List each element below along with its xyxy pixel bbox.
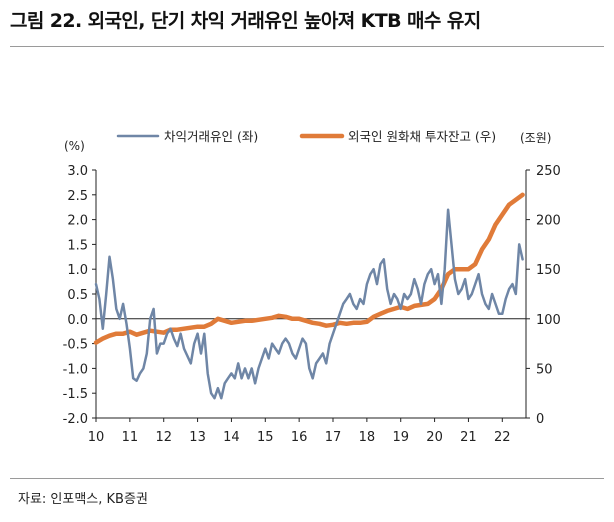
left-tick-label: 2.5 bbox=[67, 189, 88, 204]
source-note: 자료: 인포맥스, KB증권 bbox=[18, 492, 148, 507]
right-tick-label: 250 bbox=[536, 164, 561, 179]
axes: 3.0 2.5 2.0 1.5 1.0 0.5 0.0 -0.5 -1.0 -1.5 -2.0 250… bbox=[63, 164, 561, 445]
left-tick-label: -1.0 bbox=[63, 362, 88, 377]
legend-label-arbitrage: 차익거래유인 (좌) bbox=[164, 129, 258, 144]
right-tick-label: 200 bbox=[536, 214, 561, 229]
left-tick-label: -2.0 bbox=[63, 412, 88, 427]
right-tick-label: 50 bbox=[536, 362, 553, 377]
left-tick-label: 1.0 bbox=[67, 263, 88, 278]
x-tick-label: 18 bbox=[359, 430, 376, 445]
x-tick-label: 16 bbox=[291, 430, 308, 445]
figure-title: 그림 22. 외국인, 단기 차익 거래유인 높아져 KTB 매수 유지 bbox=[10, 10, 481, 32]
x-tick-label: 10 bbox=[88, 430, 105, 445]
right-axis-unit: (조원) bbox=[520, 131, 551, 145]
left-tick-label: 1.5 bbox=[67, 238, 88, 253]
right-tick-label: 0 bbox=[536, 412, 544, 427]
left-tick-label: 0.0 bbox=[67, 313, 88, 328]
legend-label-holdings: 외국인 원화채 투자잔고 (우) bbox=[348, 129, 496, 144]
left-tick-label: -0.5 bbox=[63, 338, 88, 353]
source-divider bbox=[10, 478, 604, 479]
left-tick-label: 0.5 bbox=[67, 288, 88, 303]
x-tick-label: 20 bbox=[426, 430, 443, 445]
series-layer bbox=[93, 192, 525, 400]
x-tick-label: 19 bbox=[392, 430, 409, 445]
left-tick-label: 2.0 bbox=[67, 214, 88, 229]
x-tick-label: 12 bbox=[155, 430, 172, 445]
x-tick-label: 17 bbox=[325, 430, 342, 445]
series-line-arbitrage bbox=[94, 208, 524, 400]
x-tick-label: 14 bbox=[223, 430, 240, 445]
x-tick-label: 11 bbox=[122, 430, 139, 445]
x-tick-label: 15 bbox=[257, 430, 274, 445]
legend: 차익거래유인 (좌) 외국인 원화채 투자잔고 (우) bbox=[116, 129, 496, 144]
left-axis-unit: (%) bbox=[64, 139, 85, 153]
right-tick-label: 150 bbox=[536, 263, 561, 278]
x-tick-label: 22 bbox=[494, 430, 511, 445]
title-divider bbox=[10, 46, 604, 47]
x-tick-label: 21 bbox=[460, 430, 477, 445]
left-tick-label: 3.0 bbox=[67, 164, 88, 179]
series-line-holdings bbox=[93, 192, 525, 345]
left-tick-label: -1.5 bbox=[63, 387, 88, 402]
right-tick-label: 100 bbox=[536, 313, 561, 328]
x-tick-label: 13 bbox=[189, 430, 206, 445]
